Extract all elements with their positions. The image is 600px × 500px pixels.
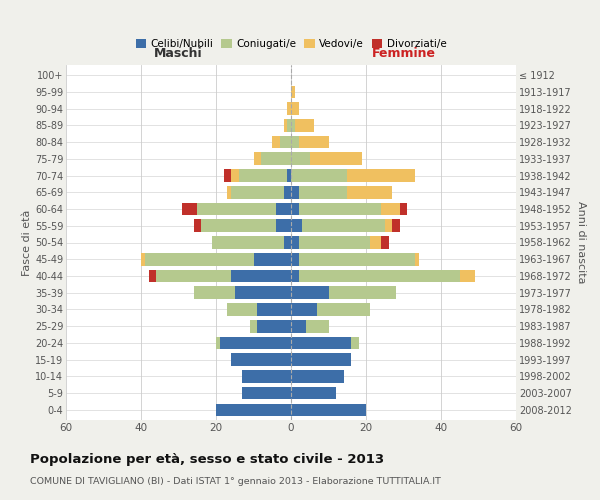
Bar	[317, 303, 370, 316]
Bar	[212, 236, 284, 249]
Bar	[284, 236, 291, 249]
Bar	[291, 303, 317, 316]
Bar	[231, 169, 239, 182]
Bar	[272, 136, 280, 148]
Bar	[299, 202, 381, 215]
Bar	[291, 236, 299, 249]
Bar	[231, 354, 291, 366]
Y-axis label: Anni di nascita: Anni di nascita	[575, 201, 586, 284]
Bar	[220, 336, 291, 349]
Bar	[145, 253, 254, 266]
Bar	[291, 169, 347, 182]
Bar	[257, 303, 291, 316]
Bar	[223, 169, 231, 182]
Bar	[370, 236, 381, 249]
Bar	[250, 320, 257, 332]
Bar	[276, 202, 291, 215]
Bar	[291, 220, 302, 232]
Bar	[460, 270, 475, 282]
Bar	[227, 303, 257, 316]
Bar	[197, 202, 276, 215]
Bar	[291, 202, 299, 215]
Bar	[295, 119, 314, 132]
Bar	[299, 136, 329, 148]
Bar	[291, 320, 306, 332]
Bar	[291, 387, 336, 400]
Bar	[242, 370, 291, 382]
Bar	[182, 202, 197, 215]
Bar	[299, 186, 347, 198]
Bar	[193, 220, 201, 232]
Bar	[299, 270, 460, 282]
Bar	[302, 220, 385, 232]
Bar	[291, 354, 351, 366]
Bar	[216, 404, 291, 416]
Bar	[242, 387, 291, 400]
Y-axis label: Fasce di età: Fasce di età	[22, 210, 32, 276]
Bar	[231, 186, 284, 198]
Bar	[291, 270, 299, 282]
Bar	[347, 169, 415, 182]
Bar	[254, 253, 291, 266]
Bar	[415, 253, 419, 266]
Bar	[385, 220, 392, 232]
Text: COMUNE DI TAVIGLIANO (BI) - Dati ISTAT 1° gennaio 2013 - Elaborazione TUTTITALIA: COMUNE DI TAVIGLIANO (BI) - Dati ISTAT 1…	[30, 478, 441, 486]
Bar	[261, 152, 291, 165]
Bar	[231, 270, 291, 282]
Bar	[287, 102, 291, 115]
Bar	[284, 119, 287, 132]
Bar	[291, 336, 351, 349]
Text: Maschi: Maschi	[154, 47, 203, 60]
Bar	[257, 320, 291, 332]
Text: Popolazione per età, sesso e stato civile - 2013: Popolazione per età, sesso e stato civil…	[30, 452, 384, 466]
Bar	[287, 169, 291, 182]
Bar	[329, 286, 396, 299]
Bar	[392, 220, 400, 232]
Bar	[193, 286, 235, 299]
Bar	[235, 286, 291, 299]
Bar	[299, 253, 415, 266]
Bar	[291, 370, 343, 382]
Bar	[141, 253, 145, 266]
Bar	[381, 236, 389, 249]
Bar	[351, 336, 359, 349]
Bar	[400, 202, 407, 215]
Bar	[291, 152, 310, 165]
Bar	[291, 286, 329, 299]
Bar	[201, 220, 276, 232]
Bar	[287, 119, 291, 132]
Bar	[156, 270, 231, 282]
Bar	[299, 236, 370, 249]
Bar	[227, 186, 231, 198]
Legend: Celibi/Nubili, Coniugati/e, Vedovi/e, Divorziati/e: Celibi/Nubili, Coniugati/e, Vedovi/e, Di…	[131, 34, 451, 53]
Bar	[216, 336, 220, 349]
Bar	[381, 202, 400, 215]
Bar	[291, 119, 295, 132]
Bar	[291, 136, 299, 148]
Bar	[347, 186, 392, 198]
Bar	[291, 253, 299, 266]
Bar	[291, 102, 299, 115]
Bar	[291, 186, 299, 198]
Bar	[149, 270, 156, 282]
Bar	[239, 169, 287, 182]
Bar	[280, 136, 291, 148]
Bar	[254, 152, 261, 165]
Bar	[291, 86, 295, 98]
Bar	[310, 152, 362, 165]
Bar	[291, 404, 366, 416]
Bar	[276, 220, 291, 232]
Bar	[284, 186, 291, 198]
Bar	[306, 320, 329, 332]
Text: Femmine: Femmine	[371, 47, 436, 60]
